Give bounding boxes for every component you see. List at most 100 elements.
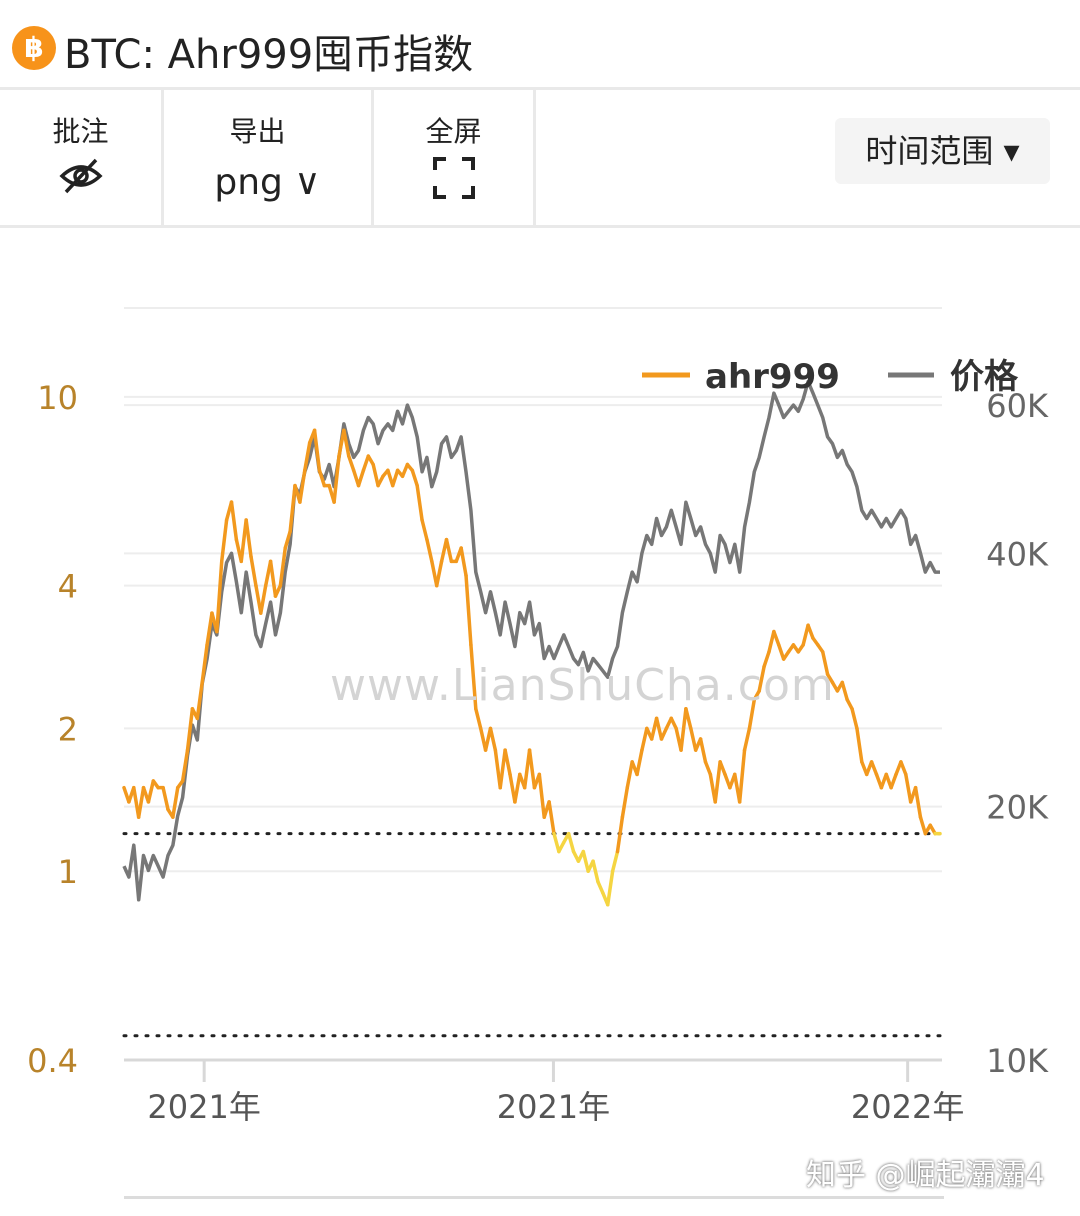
ahr999-series-segment bbox=[820, 650, 830, 677]
export-label: 导出 bbox=[229, 115, 286, 148]
ahr999-series-segment bbox=[312, 428, 322, 473]
ahr999-series-segment bbox=[713, 760, 722, 804]
series-layer bbox=[122, 379, 942, 907]
ahr999-series-segment bbox=[229, 500, 239, 542]
price-series-line bbox=[122, 379, 940, 902]
eye-off-icon bbox=[0, 156, 161, 200]
ahr999-series-segment bbox=[171, 785, 180, 819]
ahr999-series-segment bbox=[596, 880, 605, 895]
annotate-label: 批注 bbox=[52, 115, 109, 148]
ahr999-series-segment bbox=[415, 483, 424, 522]
ahr999-series-segment bbox=[679, 707, 688, 752]
ahr999-series-segment bbox=[684, 707, 693, 731]
ahr999-series-segment bbox=[654, 716, 664, 741]
ahr999-series-segment bbox=[464, 573, 473, 647]
ahr999-series-segment bbox=[332, 454, 341, 504]
time-range-dropdown[interactable]: 时间范围 ▾ bbox=[835, 118, 1050, 184]
ahr999-series-segment bbox=[425, 537, 434, 564]
x-axis: 2021年 2021年 2022年 bbox=[124, 1058, 964, 1126]
ahr999-series-segment bbox=[195, 680, 204, 721]
ahr999-series-segment bbox=[474, 707, 483, 731]
ahr999-series-segment bbox=[444, 537, 454, 564]
fullscreen-button[interactable]: 全屏 bbox=[374, 90, 536, 225]
ahr999-series-segment bbox=[772, 629, 781, 647]
ahr999-series-segment bbox=[620, 785, 630, 819]
ahr999-series-segment bbox=[698, 737, 708, 764]
reference-lines bbox=[122, 832, 944, 1038]
ahr999-series-segment bbox=[161, 785, 170, 812]
ahr999-series-segment bbox=[635, 748, 644, 777]
ahr999-series-segment bbox=[581, 849, 590, 873]
ahr999-series-segment bbox=[249, 555, 258, 588]
ahr999-series-segment bbox=[757, 664, 766, 693]
ahr999-series-segment bbox=[904, 772, 913, 804]
ahr999-series-segment bbox=[498, 748, 507, 790]
x-tick-label: 2021年 bbox=[497, 1088, 610, 1126]
ahr999-series-segment bbox=[918, 815, 928, 836]
right-axis-labels: 10K 20K 40K 60K bbox=[986, 387, 1049, 1080]
ahr999-series-segment bbox=[376, 474, 385, 488]
ahr999-series-segment bbox=[899, 760, 908, 777]
ahr999-series-segment bbox=[625, 760, 634, 790]
left-tick-label: 2 bbox=[58, 710, 78, 748]
ahr999-series-segment bbox=[146, 779, 156, 804]
ahr999-series-segment bbox=[259, 583, 268, 615]
x-tick-label: 2022年 bbox=[851, 1088, 964, 1126]
ahr999-series-segment bbox=[737, 748, 747, 804]
ahr999-series-segment bbox=[767, 629, 776, 654]
ahr999-series-segment bbox=[215, 559, 224, 634]
ahr999-series-segment bbox=[273, 583, 283, 598]
ahr999-series-segment bbox=[689, 726, 698, 752]
ahr999-series-segment bbox=[390, 468, 400, 488]
ahr999-series-segment bbox=[718, 760, 727, 777]
watermark: www.LianShuCha.com bbox=[330, 660, 835, 711]
ahr999-series-segment bbox=[552, 831, 561, 854]
ahr999-series-segment bbox=[488, 726, 498, 752]
legend-label-ahr999[interactable]: ahr999 bbox=[705, 357, 840, 397]
ahr999-series-segment bbox=[219, 518, 229, 564]
fullscreen-icon bbox=[374, 156, 533, 204]
ahr999-series-segment bbox=[361, 454, 371, 473]
x-tick-label: 2021年 bbox=[147, 1088, 260, 1126]
ahr999-series-segment bbox=[347, 454, 356, 473]
ahr999-series-segment bbox=[610, 849, 620, 873]
ahr999-series-segment bbox=[527, 748, 537, 790]
ahr999-series-segment bbox=[303, 441, 312, 473]
ahr999-series-segment bbox=[180, 748, 190, 783]
page-title: BTC: Ahr999囤币指数 bbox=[64, 32, 474, 78]
ahr999-series-segment bbox=[298, 468, 307, 504]
left-tick-label: 10 bbox=[37, 379, 78, 417]
ahr999-series-segment bbox=[566, 831, 576, 854]
annotate-toggle[interactable]: 批注 bbox=[0, 90, 164, 225]
ahr999-series-segment bbox=[855, 726, 864, 764]
range-slider[interactable] bbox=[124, 1196, 944, 1216]
export-dropdown[interactable]: 导出 png ∨ bbox=[164, 90, 374, 225]
ahr999-series-segment bbox=[503, 748, 512, 777]
right-tick-label: 20K bbox=[986, 789, 1049, 827]
ahr999-series-segment bbox=[742, 726, 752, 752]
right-tick-label: 40K bbox=[986, 535, 1049, 573]
ahr999-series-segment bbox=[278, 546, 287, 588]
ahr999-series-segment bbox=[342, 428, 351, 458]
ahr999-series-segment bbox=[200, 643, 209, 685]
ahr999-series-segment bbox=[537, 772, 546, 819]
chart-legend[interactable]: ahr999 价格 bbox=[642, 357, 1019, 397]
ahr999-series-segment bbox=[513, 772, 522, 804]
ahr999-series-segment bbox=[640, 726, 649, 752]
legend-label-price[interactable]: 价格 bbox=[950, 357, 1019, 397]
ahr999-series-segment bbox=[669, 716, 678, 731]
ahr999-series-segment bbox=[205, 611, 214, 647]
chart-toolbar: 批注 导出 png ∨ 全屏 bbox=[0, 90, 1080, 228]
ahr999-series-segment bbox=[840, 680, 849, 702]
ahr999-series-segment bbox=[605, 869, 615, 907]
ahr999-series-segment bbox=[869, 760, 879, 777]
ahr999-series-segment bbox=[659, 726, 669, 741]
ahr999-series-segment bbox=[762, 650, 771, 669]
ahr999-series-segment bbox=[244, 518, 253, 559]
ahr999-series-segment bbox=[469, 643, 478, 711]
ahr999-series-segment bbox=[777, 643, 786, 661]
ahr999-series-segment bbox=[434, 559, 444, 588]
ahr999-series-segment bbox=[913, 785, 923, 819]
export-format-value: png ∨ bbox=[214, 162, 321, 203]
